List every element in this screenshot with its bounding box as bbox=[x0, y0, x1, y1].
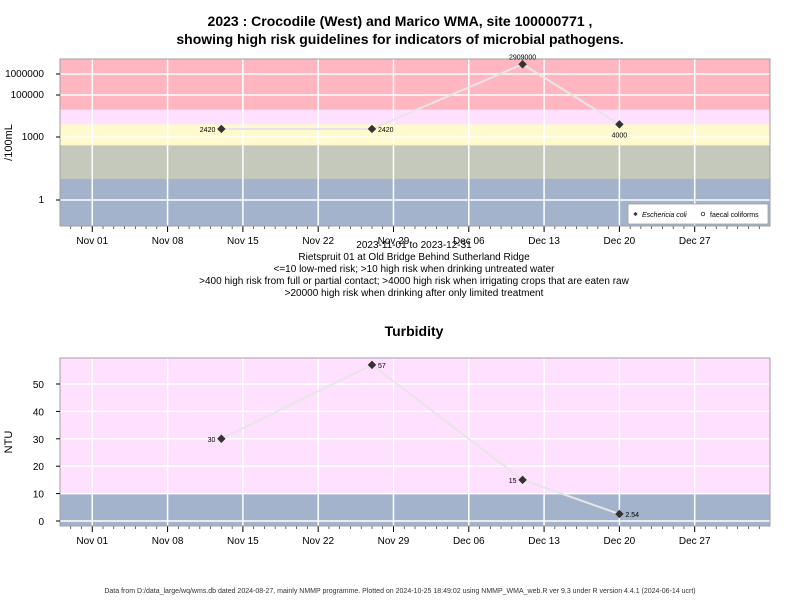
turbidity-title: Turbidity bbox=[384, 323, 444, 339]
chart2-tick-label: Dec 20 bbox=[604, 536, 636, 547]
chart2-y-axis-label: NTU bbox=[3, 431, 15, 454]
legend-faecal-marker bbox=[700, 211, 706, 217]
turbidity-data-label: 57 bbox=[378, 363, 386, 370]
chart2-y-tick-label: 30 bbox=[33, 435, 45, 446]
chart1-tick-label: Nov 01 bbox=[76, 236, 108, 247]
turbidity-data-label: 15 bbox=[509, 478, 517, 485]
ecoli-point bbox=[217, 124, 226, 134]
subtitle-site: Rietspruit 01 at Old Bridge Behind Suthe… bbox=[298, 252, 530, 263]
turbidity-data-label: 2.54 bbox=[625, 512, 639, 519]
chart2-y-tick-label: 40 bbox=[33, 407, 45, 418]
chart2-frame bbox=[59, 357, 771, 527]
turbidity-point bbox=[518, 475, 527, 485]
turbidity-data-label: 30 bbox=[208, 437, 216, 444]
chart2-tick-label: Dec 13 bbox=[528, 536, 560, 547]
chart1-tick-label: Nov 08 bbox=[152, 236, 184, 247]
chart1-tick-label: Dec 06 bbox=[453, 236, 485, 247]
chart1-tick-label: Nov 15 bbox=[227, 236, 259, 247]
ecoli-point bbox=[367, 124, 377, 134]
chart1-tick-label: Dec 20 bbox=[604, 236, 636, 247]
chart2-tick-label: Nov 29 bbox=[378, 536, 410, 547]
subtitle-guideline-2: >400 high risk from full or partial cont… bbox=[199, 276, 629, 287]
chart1-y-axis-label: /100mL bbox=[3, 124, 15, 161]
chart2-tick-label: Nov 15 bbox=[227, 536, 259, 547]
footer-note: Data from D:/data_large/wq/wms.db dated … bbox=[104, 588, 696, 595]
ecoli-data-label: 2909000 bbox=[509, 54, 536, 61]
chart1-legend-box bbox=[627, 203, 769, 225]
turbidity-point bbox=[615, 509, 624, 519]
turbidity-point bbox=[217, 434, 226, 444]
chart1-tick-label: Nov 22 bbox=[302, 236, 334, 247]
chart1-tick-label: Nov 29 bbox=[378, 236, 410, 247]
ecoli-data-label: 4000 bbox=[612, 132, 628, 139]
chart2-y-tick-label: 10 bbox=[33, 490, 45, 501]
ecoli-data-label: 2420 bbox=[200, 127, 216, 134]
chart-title-line-1: 2023 : Crocodile (West) and Marico WMA, … bbox=[207, 13, 593, 29]
legend-ecoli-marker bbox=[633, 211, 638, 217]
turbidity-point bbox=[367, 360, 377, 370]
subtitle-guideline-1: <=10 low-med risk; >10 high risk when dr… bbox=[273, 264, 555, 275]
chart2-tick-label: Nov 01 bbox=[76, 536, 108, 547]
chart-title-line-2: showing high risk guidelines for indicat… bbox=[176, 31, 624, 47]
chart1-y-tick-label: 1 bbox=[38, 195, 44, 206]
chart1-y-tick-label: 1000 bbox=[22, 132, 45, 143]
chart2-y-tick-label: 50 bbox=[33, 380, 45, 391]
ecoli-line bbox=[221, 63, 620, 130]
chart2-tick-label: Dec 27 bbox=[679, 536, 711, 547]
chart2-y-tick-label: 20 bbox=[33, 462, 45, 473]
subtitle-date-range: 2023-11-01 to 2023-12-31 bbox=[356, 240, 472, 251]
chart1-tick-label: Dec 13 bbox=[528, 236, 560, 247]
turbidity-line bbox=[220, 363, 620, 515]
subtitle-guideline-3: >20000 high risk when drinking after onl… bbox=[284, 288, 544, 299]
chart2-tick-label: Dec 06 bbox=[453, 536, 485, 547]
chart1-frame bbox=[59, 58, 771, 227]
chart2-tick-label: Nov 08 bbox=[152, 536, 184, 547]
band-limited-treatment bbox=[60, 59, 770, 110]
chart1-y-tick-label: 100000 bbox=[11, 90, 45, 101]
chart1-y-tick-label: 1000000 bbox=[5, 69, 44, 80]
ecoli-data-label: 2420 bbox=[378, 127, 394, 134]
chart2-y-tick-label: 0 bbox=[38, 517, 44, 528]
chart2-tick-label: Nov 22 bbox=[302, 536, 334, 547]
chart1-tick-label: Dec 27 bbox=[679, 236, 711, 247]
legend-ecoli-label: Eschericia coli bbox=[642, 212, 687, 219]
legend-faecal-label: faecal coliforms bbox=[710, 212, 759, 219]
